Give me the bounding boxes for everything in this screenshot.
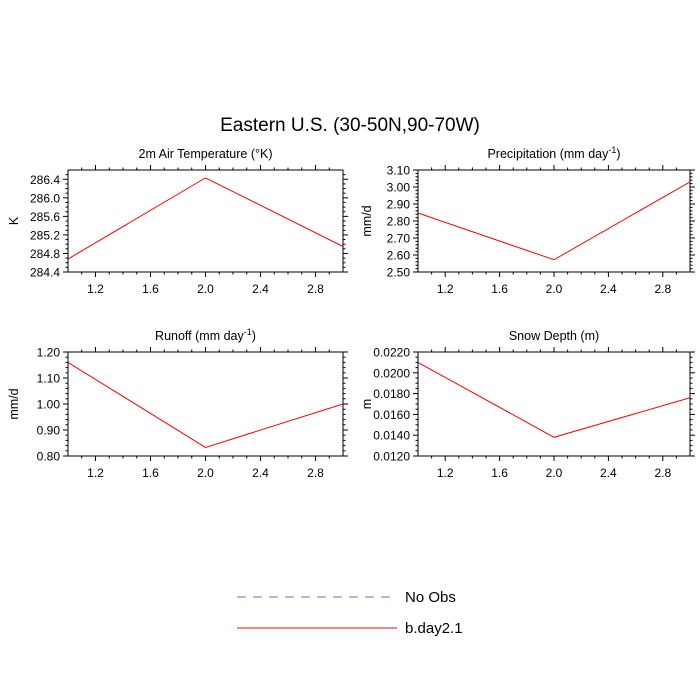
panel-title: Precipitation (mm day-1) <box>487 145 620 161</box>
y-tick-label: 0.80 <box>37 450 61 464</box>
panel-title-text: Snow Depth (m) <box>509 329 599 343</box>
x-tick-label: 2.0 <box>546 282 563 296</box>
y-tick-label: 2.60 <box>387 249 411 263</box>
panel-title-end: ) <box>252 329 256 343</box>
y-axis-label: mm/d <box>7 388 21 419</box>
y-tick-label: 1.10 <box>37 372 61 386</box>
y-tick-label: 285.6 <box>30 210 60 224</box>
x-tick-label: 2.4 <box>252 466 269 480</box>
x-tick-label: 2.4 <box>252 282 269 296</box>
x-tick-label: 1.2 <box>87 466 104 480</box>
x-tick-label: 2.0 <box>197 282 214 296</box>
x-tick-label: 1.6 <box>142 466 159 480</box>
x-tick-label: 1.6 <box>491 466 508 480</box>
y-tick-label: 0.0120 <box>373 450 410 464</box>
panel-runoff: 1.2 1.6 2.0 2.4 2.8 0.80 0.90 1.00 1.10 1.20 Runof… <box>7 327 348 480</box>
y-tick-label: 0.0180 <box>373 387 410 401</box>
series-line-b-day2-1 <box>417 181 691 261</box>
x-tick-label: 2.0 <box>197 466 214 480</box>
y-tick-label: 286.4 <box>30 173 60 187</box>
y-tick-label: 0.0160 <box>373 408 410 422</box>
y-tick-label: 2.50 <box>387 266 411 280</box>
y-tick-label: 0.0220 <box>373 346 410 360</box>
x-tick-label: 2.8 <box>654 282 671 296</box>
x-tick-label: 2.8 <box>307 282 324 296</box>
x-tick-label: 1.2 <box>437 282 454 296</box>
y-tick-label: 285.2 <box>30 228 60 242</box>
figure-title: Eastern U.S. (30-50N,90-70W) <box>220 115 480 136</box>
plot-frame <box>417 351 691 457</box>
panel-title-text: Runoff (mm day <box>155 329 244 343</box>
y-tick-label: 0.90 <box>37 424 61 438</box>
y-tick-label: 284.8 <box>30 247 60 261</box>
panel-title-sup: -1 <box>244 327 252 337</box>
panel-snow-depth: 1.2 1.6 2.0 2.4 2.8 0.0120 0.0140 0.0160 0.0180 0… <box>360 329 695 480</box>
plot-frame <box>417 169 691 273</box>
series-line-b-day2-1 <box>67 361 344 448</box>
series-line-b-day2-1 <box>417 361 691 438</box>
y-axis-label: K <box>7 216 21 225</box>
panel-title-end: ) <box>616 147 620 161</box>
panel-precipitation: 1.2 1.6 2.0 2.4 2.8 2.50 2.60 2.70 2.80 2.90 3.00 3… <box>360 145 695 296</box>
legend-label-b-day2-1: b.day2.1 <box>405 620 463 637</box>
y-tick-label: 284.4 <box>30 266 60 280</box>
y-tick-label: 2.70 <box>387 232 411 246</box>
panel-title-text: Precipitation (mm day <box>487 147 609 161</box>
x-tick-label: 2.8 <box>654 466 671 480</box>
legend-label-no-obs: No Obs <box>405 589 456 606</box>
legend: No Obs b.day2.1 <box>237 589 463 637</box>
x-tick-label: 2.4 <box>600 282 617 296</box>
x-tick-label: 2.0 <box>546 466 563 480</box>
y-tick-label: 1.20 <box>37 346 61 360</box>
series-line-b-day2-1 <box>67 177 344 260</box>
y-tick-label: 2.80 <box>387 215 411 229</box>
plot-frame <box>67 169 344 273</box>
panel-title-sup: -1 <box>608 145 616 155</box>
y-tick-label: 1.00 <box>37 398 61 412</box>
x-tick-label: 1.2 <box>87 282 104 296</box>
y-tick-label: 286.0 <box>30 191 60 205</box>
y-tick-label: 0.0200 <box>373 366 410 380</box>
panel-title: Runoff (mm day-1) <box>155 327 256 343</box>
x-tick-label: 2.8 <box>307 466 324 480</box>
panel-title-text: 2m Air Temperature (°K) <box>139 147 273 161</box>
y-tick-label: 3.00 <box>387 181 411 195</box>
y-tick-label: 3.10 <box>387 164 411 178</box>
panel-title: 2m Air Temperature (°K) <box>139 147 273 161</box>
panel-title: Snow Depth (m) <box>509 329 599 343</box>
x-tick-label: 1.6 <box>142 282 159 296</box>
y-axis-label: mm/d <box>360 205 374 236</box>
plot-frame <box>67 351 344 457</box>
y-tick-label: 2.90 <box>387 198 411 212</box>
panel-air-temperature: 1.2 1.6 2.0 2.4 2.8 284.4 284.8 285.2 285.6 286.0… <box>7 147 348 296</box>
x-tick-label: 1.6 <box>491 282 508 296</box>
x-tick-label: 2.4 <box>600 466 617 480</box>
x-tick-label: 1.2 <box>437 466 454 480</box>
y-tick-label: 0.0140 <box>373 429 410 443</box>
y-axis-label: m <box>360 399 374 409</box>
